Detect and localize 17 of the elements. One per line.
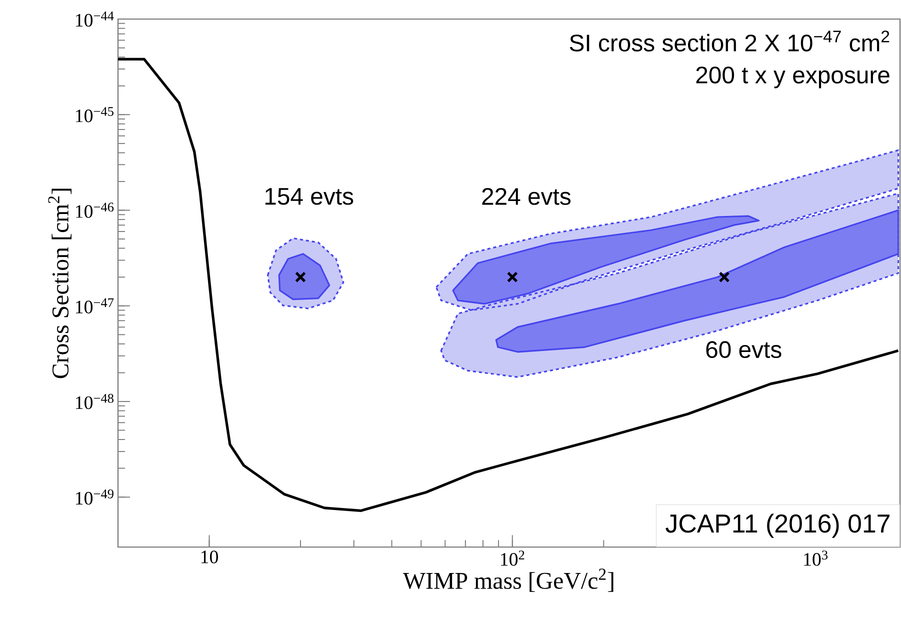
annotation: 224 evts	[482, 188, 571, 205]
y-tick-label: 10$^{−45}$	[76, 107, 114, 122]
x-tick-label: 10$^{3}$	[804, 550, 828, 566]
x-tick-label: 10$^{2}$	[501, 550, 524, 566]
x-axis-title: WIMP mass [GeV/c$^{2}$]	[402, 568, 614, 592]
x-tick-label: 10	[201, 550, 218, 564]
annotation: 154 evts	[265, 188, 354, 205]
annotation: JCAP11 (2016) 017	[666, 514, 890, 538]
y-axis-title: Cross Section [cm$^{2}$]	[48, 188, 72, 378]
y-tick-label: 10$^{−44}$	[76, 11, 114, 27]
annotation: 200 t x y exposure	[696, 66, 890, 88]
y-tick-label: 10$^{−46}$	[76, 202, 114, 218]
annotation: SI cross section 2 X 10$^{−47}$ cm$^{2}$	[570, 30, 890, 52]
y-tick-label: 10$^{−47}$	[76, 298, 114, 314]
y-tick-label: 10$^{−48}$	[76, 394, 114, 410]
annotation: 60 evts	[706, 341, 782, 358]
y-tick-label: 10$^{−49}$	[76, 489, 114, 505]
